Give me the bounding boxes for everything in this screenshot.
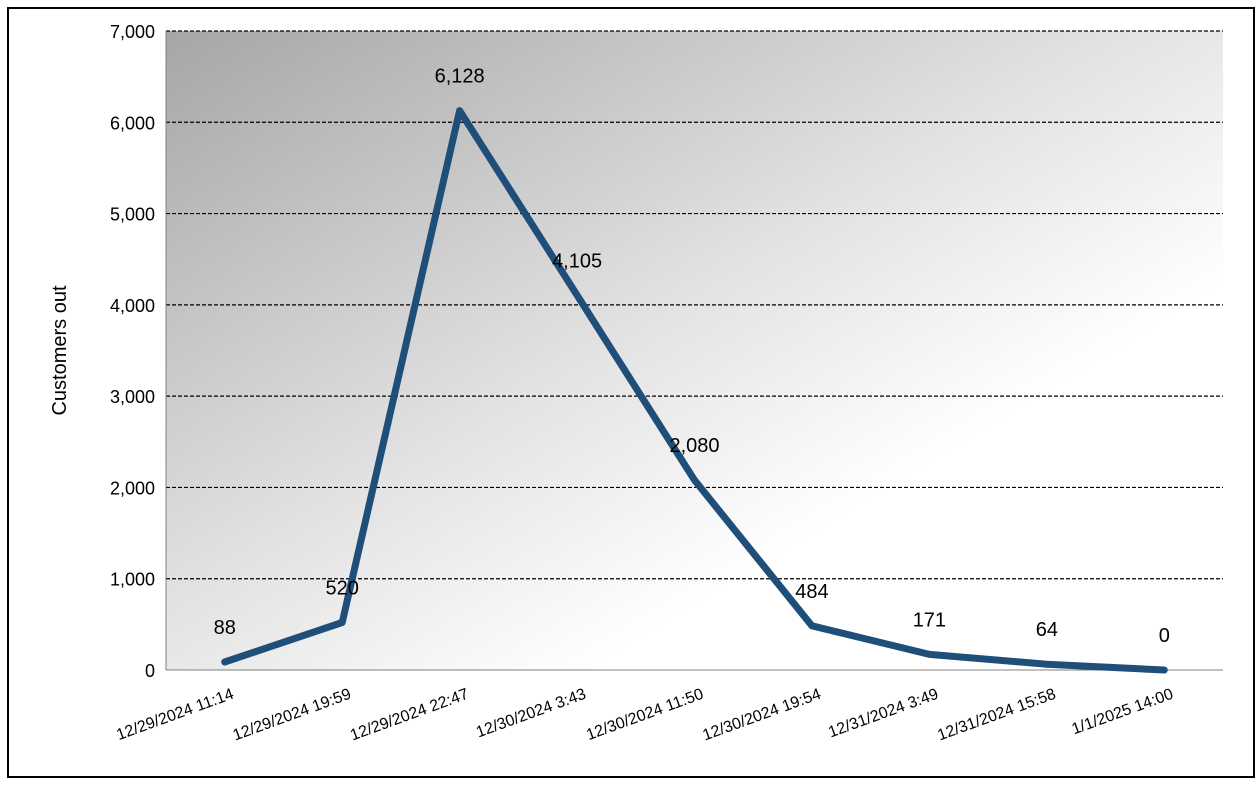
data-point [576, 294, 578, 296]
y-tick-label: 1,000 [110, 570, 155, 590]
chart-frame: 0 1,000 2,000 3,000 4,000 5,000 6,000 7,000 12/… [7, 7, 1255, 778]
x-tick-label: 12/30/2024 19:54 [700, 686, 823, 745]
x-tick-label: 12/31/2024 15:58 [935, 686, 1058, 745]
data-point [459, 110, 461, 112]
line-chart: 0 1,000 2,000 3,000 4,000 5,000 6,000 7,000 12/… [49, 22, 1223, 745]
axes [165, 31, 1223, 671]
data-label: 88 [214, 617, 236, 639]
data-labels: 88 520 6,128 4,105 2,080 484 171 64 0 [214, 66, 1170, 647]
x-tick-label: 12/30/2024 3:43 [474, 686, 589, 742]
data-label: 64 [1036, 619, 1058, 641]
x-tick-label: 1/1/2025 14:00 [1070, 686, 1176, 739]
x-tick-label: 12/30/2024 11:50 [584, 686, 706, 744]
y-axis-ticks: 0 1,000 2,000 3,000 4,000 5,000 6,000 7,000 [110, 22, 155, 681]
data-label: 484 [795, 581, 828, 603]
data-label: 0 [1159, 625, 1170, 647]
y-tick-label: 4,000 [110, 296, 155, 316]
gridlines [166, 30, 1223, 580]
y-tick-label: 3,000 [110, 387, 155, 407]
x-tick-label: 12/29/2024 11:14 [114, 686, 236, 744]
series-customers-out [221, 107, 1168, 674]
data-point [928, 653, 930, 655]
y-tick-label: 2,000 [110, 478, 155, 498]
data-label: 171 [913, 609, 946, 631]
data-label: 520 [325, 578, 358, 600]
data-point [341, 622, 343, 624]
data-point [1163, 669, 1165, 671]
data-label: 4,105 [552, 250, 602, 272]
y-axis-title: Customers out [49, 285, 71, 415]
data-point [694, 479, 695, 481]
x-tick-label: 12/29/2024 19:59 [231, 686, 354, 745]
data-label: 2,080 [669, 435, 719, 457]
data-point [811, 625, 813, 627]
data-point [224, 661, 226, 663]
data-point [1046, 663, 1048, 665]
y-tick-label: 5,000 [110, 205, 155, 225]
y-tick-label: 7,000 [110, 22, 155, 42]
y-tick-label: 0 [145, 661, 155, 681]
plot-area [166, 31, 1223, 670]
x-tick-label: 12/31/2024 3:49 [826, 686, 941, 742]
data-label: 6,128 [435, 66, 485, 88]
x-tick-label: 12/29/2024 22:47 [348, 686, 471, 745]
y-tick-label: 6,000 [110, 113, 155, 133]
